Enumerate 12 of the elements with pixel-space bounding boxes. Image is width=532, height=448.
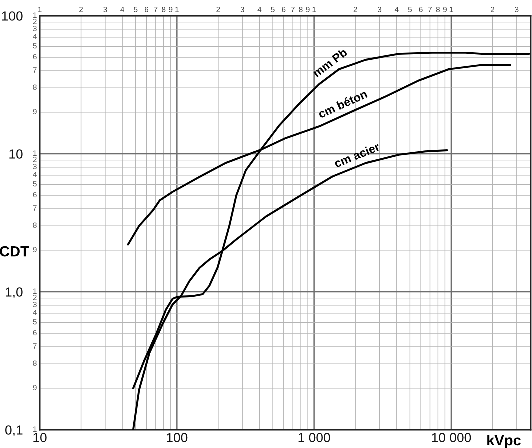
x-tick-label: 100 — [167, 433, 188, 442]
text: cm béton — [318, 89, 368, 119]
y-tick-label: 100 — [2, 12, 23, 21]
x-tick-label: 1 000 — [298, 433, 330, 442]
y-tick-label: 10 — [10, 150, 23, 159]
y-tick-label: 0,1 — [6, 426, 23, 436]
y-axis-title: CDT — [0, 246, 30, 257]
x-tick-label: 10 — [34, 433, 47, 442]
y-tick-label: 1,0 — [6, 288, 23, 298]
text: mm Pb — [312, 48, 348, 78]
x-tick-label: 10 000 — [432, 433, 472, 442]
text: cm acier — [334, 142, 381, 168]
